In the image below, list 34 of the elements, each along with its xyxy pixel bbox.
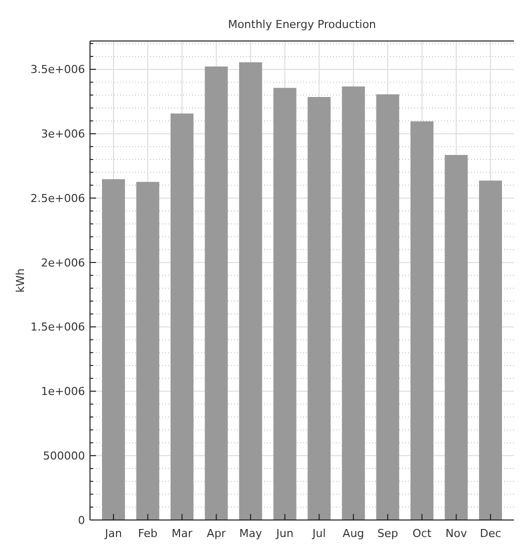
y-axis-title: kWh	[14, 268, 27, 293]
y-tick-label: 1.5e+006	[30, 320, 85, 334]
bar	[308, 97, 331, 520]
y-tick-label: 1e+006	[41, 385, 85, 398]
x-tick-label: Mar	[172, 527, 193, 540]
x-tick-label: May	[239, 527, 262, 540]
x-tick-label: Apr	[206, 527, 226, 540]
y-tick-label: 3e+006	[41, 128, 85, 141]
x-tick-label: Oct	[412, 527, 432, 540]
bar	[102, 179, 125, 520]
bar	[239, 62, 262, 520]
x-tick-label: Sep	[377, 527, 398, 540]
bar	[273, 88, 296, 520]
y-tick-label: 0	[78, 514, 85, 527]
x-tick-label: Dec	[480, 527, 502, 540]
x-tick-label: Aug	[342, 527, 364, 540]
bar	[410, 121, 434, 520]
bar	[170, 113, 194, 520]
x-tick-label: Jul	[312, 527, 326, 540]
x-tick-label: Jan	[104, 527, 122, 540]
x-tick-label: Jun	[275, 527, 294, 540]
y-tick-label: 2e+006	[41, 256, 85, 270]
y-tick-label: 2.5e+006	[30, 192, 85, 205]
x-tick-label: Nov	[446, 527, 468, 540]
chart-title: Monthly Energy Production	[228, 18, 376, 31]
x-tick-label: Feb	[138, 527, 158, 540]
bar	[444, 154, 468, 520]
y-tick-label: 3.5e+006	[30, 63, 85, 76]
bar	[376, 94, 400, 520]
y-tick-label: 500000	[43, 449, 85, 462]
bar	[204, 66, 228, 520]
bar	[342, 86, 365, 520]
bar	[479, 180, 502, 520]
bar	[136, 182, 160, 520]
